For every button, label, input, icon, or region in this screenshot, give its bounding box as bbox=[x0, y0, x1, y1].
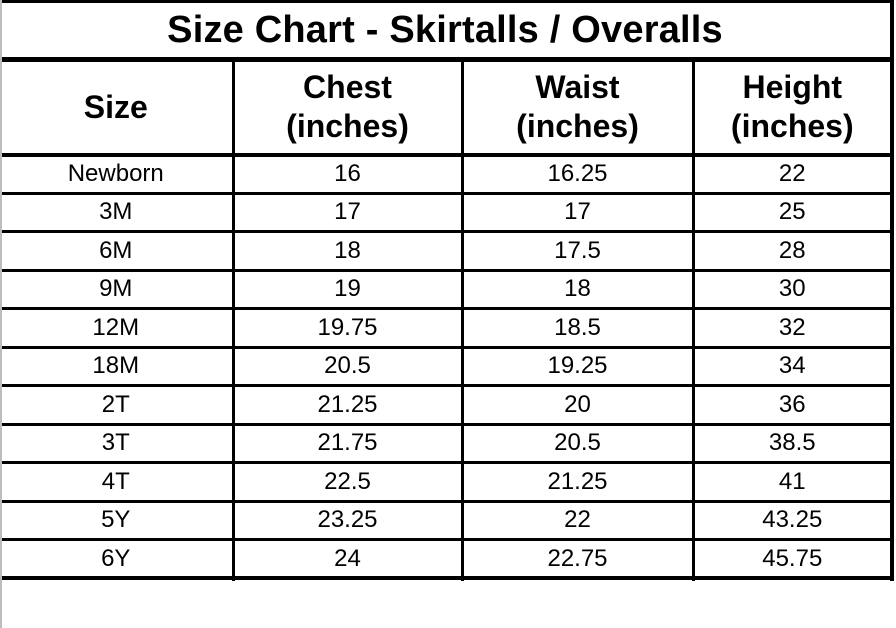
cell-chest: 21.25 bbox=[231, 385, 462, 426]
size-chart-table: Size Chart - Skirtalls / Overalls Size C… bbox=[0, 0, 895, 581]
cell-size: 6M bbox=[0, 231, 233, 272]
cell-waist: 22 bbox=[460, 501, 693, 541]
cell-chest: 24 bbox=[231, 539, 462, 580]
cell-chest: 21.75 bbox=[231, 424, 462, 464]
cell-height: 25 bbox=[691, 193, 895, 233]
column-header-label: Size bbox=[83, 88, 148, 125]
cell-size: 18M bbox=[0, 347, 233, 387]
cell-waist: 22.75 bbox=[460, 539, 693, 580]
cell-size: 4T bbox=[0, 462, 233, 503]
table-row-9m: 9M 19 18 30 bbox=[0, 270, 895, 310]
table-row-3m: 3M 17 17 25 bbox=[0, 193, 895, 233]
cell-waist: 19.25 bbox=[460, 347, 693, 387]
table-row-5y: 5Y 23.25 22 43.25 bbox=[0, 501, 895, 541]
cell-height: 38.5 bbox=[691, 424, 895, 464]
cell-size: 3M bbox=[0, 193, 233, 233]
cell-size: 2T bbox=[0, 385, 233, 426]
table-title-row: Size Chart - Skirtalls / Overalls bbox=[0, 0, 895, 62]
cell-chest: 22.5 bbox=[231, 462, 462, 503]
table-row-12m: 12M 19.75 18.5 32 bbox=[0, 308, 895, 349]
cell-cropped bbox=[691, 578, 895, 581]
cell-cropped bbox=[460, 578, 693, 581]
column-header-size: Size bbox=[0, 59, 233, 157]
cell-cropped bbox=[0, 578, 233, 581]
cell-height: 32 bbox=[691, 308, 895, 349]
column-header-label: Chest bbox=[303, 69, 392, 106]
table-title: Size Chart - Skirtalls / Overalls bbox=[0, 0, 895, 62]
table-row-18m: 18M 20.5 19.25 34 bbox=[0, 347, 895, 387]
table-row-6y: 6Y 24 22.75 45.75 bbox=[0, 539, 895, 580]
column-header-label: Height bbox=[742, 69, 843, 106]
table-row-4t: 4T 22.5 21.25 41 bbox=[0, 462, 895, 503]
column-header-chest: Chest (inches) bbox=[231, 59, 462, 157]
cell-chest: 20.5 bbox=[231, 347, 462, 387]
column-header-unit: (inches) bbox=[286, 108, 409, 145]
column-header-height: Height (inches) bbox=[691, 59, 895, 157]
column-header-label: Waist bbox=[535, 69, 620, 106]
table-header-row: Size Chest (inches) Waist (inches) Heigh… bbox=[0, 59, 895, 157]
cell-waist: 20 bbox=[460, 385, 693, 426]
cell-size: 9M bbox=[0, 270, 233, 310]
table-row-cropped bbox=[0, 578, 895, 581]
cell-size: Newborn bbox=[0, 154, 233, 195]
cell-waist: 18 bbox=[460, 270, 693, 310]
table-left-edge bbox=[0, 0, 2, 628]
cell-height: 30 bbox=[691, 270, 895, 310]
cell-chest: 23.25 bbox=[231, 501, 462, 541]
cell-size: 6Y bbox=[0, 539, 233, 580]
cell-waist: 21.25 bbox=[460, 462, 693, 503]
column-header-unit: (inches) bbox=[730, 108, 854, 145]
cell-waist: 18.5 bbox=[460, 308, 693, 349]
cell-waist: 20.5 bbox=[460, 424, 693, 464]
cell-size: 5Y bbox=[0, 501, 233, 541]
table-row-2t: 2T 21.25 20 36 bbox=[0, 385, 895, 426]
table-row-newborn: Newborn 16 16.25 22 bbox=[0, 154, 895, 195]
cell-chest: 16 bbox=[231, 154, 462, 195]
cell-chest: 17 bbox=[231, 193, 462, 233]
cell-waist: 17.5 bbox=[460, 231, 693, 272]
column-header-unit: (inches) bbox=[516, 108, 639, 145]
cell-size: 12M bbox=[0, 308, 233, 349]
cell-waist: 17 bbox=[460, 193, 693, 233]
cell-height: 41 bbox=[691, 462, 895, 503]
table-row-6m: 6M 18 17.5 28 bbox=[0, 231, 895, 272]
cell-height: 28 bbox=[691, 231, 895, 272]
cell-height: 45.75 bbox=[691, 539, 895, 580]
cell-size: 3T bbox=[0, 424, 233, 464]
cell-waist: 16.25 bbox=[460, 154, 693, 195]
column-header-waist: Waist (inches) bbox=[460, 59, 693, 157]
cell-chest: 19.75 bbox=[231, 308, 462, 349]
cell-height: 22 bbox=[691, 154, 895, 195]
cell-height: 43.25 bbox=[691, 501, 895, 541]
cell-height: 34 bbox=[691, 347, 895, 387]
cell-cropped bbox=[231, 578, 462, 581]
cell-height: 36 bbox=[691, 385, 895, 426]
table-row-3t: 3T 21.75 20.5 38.5 bbox=[0, 424, 895, 464]
cell-chest: 18 bbox=[231, 231, 462, 272]
cell-chest: 19 bbox=[231, 270, 462, 310]
